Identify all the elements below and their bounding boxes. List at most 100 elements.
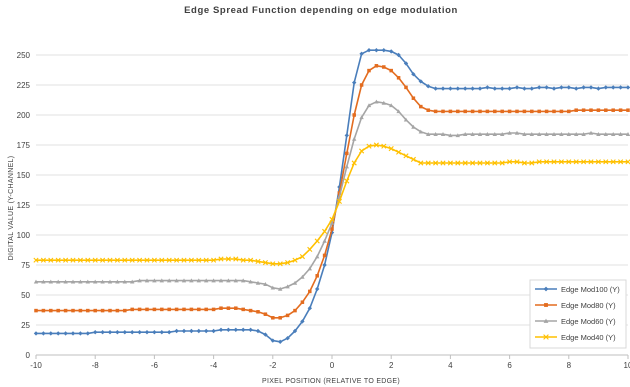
data-point xyxy=(63,331,68,336)
data-point xyxy=(588,85,594,90)
series-3 xyxy=(33,99,630,291)
data-point xyxy=(336,198,342,204)
data-point xyxy=(447,160,453,166)
data-point xyxy=(359,51,364,56)
data-point xyxy=(625,85,630,90)
data-point xyxy=(610,159,616,165)
data-point xyxy=(419,104,423,109)
data-point xyxy=(463,109,467,114)
data-point xyxy=(588,130,594,135)
data-point xyxy=(344,133,349,138)
data-point xyxy=(255,258,261,264)
data-point xyxy=(611,85,616,90)
series-4 xyxy=(33,142,630,267)
data-point xyxy=(130,307,134,312)
data-point xyxy=(322,262,327,268)
data-point xyxy=(574,108,578,112)
data-point xyxy=(470,86,475,91)
data-point xyxy=(345,151,349,156)
data-point xyxy=(181,278,187,283)
grid xyxy=(36,54,628,326)
data-point xyxy=(625,159,630,165)
data-point xyxy=(477,86,483,91)
data-point xyxy=(56,308,60,313)
data-point xyxy=(85,279,90,284)
data-point xyxy=(396,52,401,58)
data-point xyxy=(529,132,534,136)
data-point xyxy=(566,159,572,165)
data-point xyxy=(48,279,53,284)
data-point xyxy=(337,184,342,190)
data-point xyxy=(100,330,105,335)
data-point xyxy=(522,109,527,114)
data-point xyxy=(151,257,157,263)
data-point xyxy=(514,85,520,90)
x-tick-label: -6 xyxy=(151,361,159,370)
data-point xyxy=(63,257,69,263)
data-point xyxy=(159,278,164,283)
data-point xyxy=(152,278,157,283)
data-point xyxy=(381,100,386,105)
data-point xyxy=(626,108,630,112)
data-point xyxy=(396,109,401,114)
data-point xyxy=(189,307,194,312)
data-point xyxy=(129,257,135,263)
data-point xyxy=(500,132,505,136)
x-tick-label: 2 xyxy=(389,361,394,370)
data-point xyxy=(551,86,557,91)
axes: 0 25 50 75 100 125 150 175 200 225 250 -10 -8 -6 -4 -2 0… xyxy=(17,51,630,370)
data-point xyxy=(233,327,238,332)
data-point xyxy=(33,257,39,263)
data-point xyxy=(596,86,601,91)
data-point xyxy=(182,307,186,312)
data-point xyxy=(196,257,202,263)
data-point xyxy=(477,160,483,166)
legend: Edge Mod100 (Y) Edge Mod80 (Y) Edge Mod60 … xyxy=(529,279,627,349)
data-point xyxy=(159,330,164,335)
data-point xyxy=(85,331,90,336)
data-point xyxy=(425,160,431,166)
data-point xyxy=(566,85,571,90)
data-point xyxy=(389,103,394,108)
data-point xyxy=(137,307,142,312)
data-point xyxy=(263,332,268,337)
y-tick-label: 200 xyxy=(17,111,31,120)
data-point xyxy=(515,109,519,114)
data-point xyxy=(485,85,490,90)
data-point xyxy=(196,278,201,283)
legend-swatch-marker xyxy=(543,334,549,340)
data-point xyxy=(567,109,571,114)
data-point xyxy=(315,254,320,259)
data-point xyxy=(411,124,416,129)
data-point xyxy=(122,257,128,263)
data-point xyxy=(241,307,245,312)
data-point xyxy=(522,86,527,91)
data-point xyxy=(93,279,98,284)
data-point xyxy=(71,308,75,313)
data-point xyxy=(500,86,505,91)
data-point xyxy=(521,160,527,166)
data-point xyxy=(285,313,290,318)
data-point xyxy=(603,159,609,165)
data-point xyxy=(144,257,150,263)
data-point xyxy=(174,307,179,312)
data-point xyxy=(440,132,446,136)
data-point xyxy=(262,260,268,266)
data-point xyxy=(389,49,394,54)
data-point xyxy=(181,328,187,334)
data-point xyxy=(33,279,39,284)
data-point xyxy=(618,85,623,90)
data-point xyxy=(77,257,83,263)
data-point xyxy=(500,109,504,114)
data-point xyxy=(255,280,261,285)
data-point xyxy=(529,160,535,166)
data-point xyxy=(270,338,275,343)
data-point xyxy=(219,306,223,310)
data-point xyxy=(426,132,431,136)
data-point xyxy=(144,330,150,335)
data-point xyxy=(314,238,320,244)
data-point xyxy=(426,108,430,112)
data-point xyxy=(514,159,520,165)
data-point xyxy=(589,108,593,112)
data-point xyxy=(581,85,586,90)
